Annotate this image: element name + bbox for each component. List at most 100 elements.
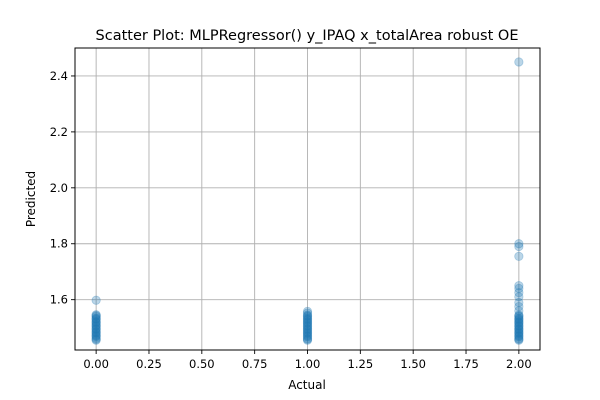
x-tick-label: 1.50 <box>400 357 426 371</box>
data-point <box>514 317 524 328</box>
data-point <box>514 327 524 337</box>
data-point <box>302 312 313 322</box>
data-point <box>91 326 101 337</box>
y-tick-label: 1.6 <box>50 293 68 307</box>
y-tick-label: 2.2 <box>50 125 68 139</box>
grid-lines <box>75 48 540 350</box>
data-point <box>514 241 524 252</box>
data-point <box>91 315 101 325</box>
data-point <box>91 321 101 332</box>
data-point <box>302 322 313 332</box>
data-point <box>514 320 524 330</box>
data-point <box>302 325 313 335</box>
data-point <box>514 310 524 320</box>
data-point <box>514 321 524 331</box>
data-point <box>91 310 101 320</box>
data-point <box>91 324 101 334</box>
data-point <box>91 317 101 327</box>
data-point <box>302 306 313 317</box>
data-point <box>514 322 524 332</box>
data-point <box>302 328 313 339</box>
data-point <box>514 317 524 327</box>
data-point <box>91 311 101 321</box>
y-tick-label: 2.0 <box>50 181 68 195</box>
data-point <box>514 313 524 324</box>
data-point <box>514 333 524 344</box>
data-point <box>514 315 524 325</box>
data-point <box>514 239 524 249</box>
x-tick-label: 0.00 <box>83 357 109 371</box>
data-point <box>91 334 101 344</box>
data-points <box>91 57 524 345</box>
data-point <box>302 332 313 342</box>
data-point <box>514 57 524 67</box>
data-point <box>302 308 313 318</box>
data-point <box>302 324 313 334</box>
data-point <box>514 297 524 308</box>
data-point <box>91 328 101 338</box>
data-point <box>514 251 524 261</box>
data-point <box>302 327 313 337</box>
data-point <box>302 331 313 341</box>
data-point <box>302 320 313 330</box>
data-point <box>91 331 101 342</box>
x-tick-label: 1.75 <box>453 357 479 371</box>
data-point <box>91 335 101 345</box>
data-point <box>91 320 101 330</box>
data-point <box>514 292 524 302</box>
y-tick-label: 1.8 <box>50 237 68 251</box>
data-point <box>514 312 524 322</box>
x-tick-label: 1.00 <box>295 357 321 371</box>
x-axis: 0.00 0.25 0.50 0.75 1.00 1.25 1.50 1.75 2.00 <box>83 350 532 371</box>
data-point <box>302 323 313 334</box>
data-point <box>91 333 101 343</box>
data-point <box>91 318 101 328</box>
data-point <box>514 311 524 321</box>
data-point <box>302 334 313 344</box>
data-point <box>91 295 101 305</box>
data-point <box>514 323 524 334</box>
data-point <box>302 311 313 321</box>
data-point <box>302 310 313 320</box>
data-point <box>302 330 313 340</box>
data-point <box>302 315 313 325</box>
data-point <box>91 325 101 335</box>
data-point <box>514 331 524 341</box>
data-point <box>514 335 524 345</box>
data-point <box>514 302 524 312</box>
data-point <box>91 327 101 337</box>
data-point <box>514 328 524 338</box>
data-point <box>91 314 101 324</box>
chart-title: Scatter Plot: MLPRegressor() y_IPAQ x_to… <box>96 28 519 44</box>
data-point <box>514 283 524 294</box>
data-point <box>514 314 524 324</box>
y-tick-label: 2.4 <box>50 69 68 83</box>
data-point <box>302 318 313 329</box>
data-point <box>302 314 313 324</box>
data-point <box>91 321 101 331</box>
data-point <box>91 323 101 333</box>
x-tick-label: 1.25 <box>348 357 374 371</box>
data-point <box>302 335 313 345</box>
data-point <box>514 325 524 335</box>
data-point <box>514 318 524 329</box>
data-point <box>91 330 101 340</box>
y-axis: 1.6 1.8 2.0 2.2 2.4 <box>50 69 75 307</box>
data-point <box>91 313 101 323</box>
data-point <box>302 313 313 324</box>
data-point <box>514 334 524 344</box>
x-tick-label: 0.75 <box>242 357 268 371</box>
data-point <box>514 324 524 334</box>
data-point <box>514 281 524 291</box>
x-tick-label: 0.25 <box>136 357 162 371</box>
data-point <box>302 321 313 331</box>
data-point <box>91 316 101 327</box>
data-point <box>91 311 101 322</box>
x-axis-label: Actual <box>288 378 326 392</box>
y-axis-label: Predicted <box>24 171 38 227</box>
data-point <box>514 330 524 340</box>
data-point <box>91 331 101 341</box>
data-point <box>302 317 313 327</box>
